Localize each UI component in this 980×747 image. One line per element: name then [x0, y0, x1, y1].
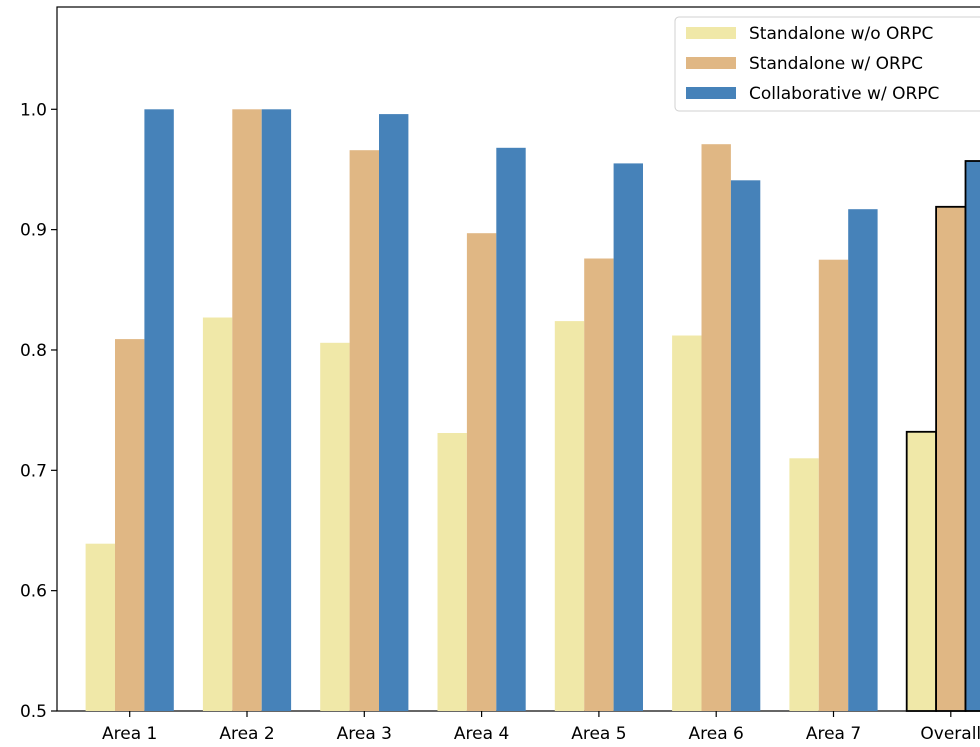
y-tick-label: 0.5	[20, 702, 47, 722]
bar-area-6-series-3	[730, 180, 761, 712]
bar-area-4-series-3	[496, 147, 526, 712]
bar-overall-series-2	[935, 205, 967, 712]
bars-group	[85, 109, 980, 712]
y-axis: 0.5 0.6 0.7 0.8 0.9 1.0	[20, 100, 57, 722]
bar-area-7-series-3	[848, 209, 878, 711]
y-tick-label: 0.6	[20, 582, 47, 602]
bar-area-1-series-2	[115, 339, 145, 711]
bar-area-1-series-3	[144, 109, 174, 712]
bar-area-2-series-2	[232, 109, 262, 712]
bar-area-5-series-1	[554, 321, 585, 711]
bar-area-6-series-1	[672, 335, 702, 711]
legend-swatch-3	[686, 87, 736, 99]
x-tick-label: Area 3	[337, 724, 392, 744]
legend-label-2: Standalone w/ ORPC	[749, 54, 923, 74]
bar-area-6-series-2	[701, 144, 731, 711]
y-tick-label: 1.0	[20, 100, 47, 120]
bar-area-3-series-2	[349, 150, 379, 711]
x-tick-label: Area 1	[102, 724, 157, 744]
bar-area-3-series-3	[379, 114, 409, 712]
bar-area-3-series-1	[320, 342, 350, 711]
bar-area-5-series-3	[613, 163, 643, 711]
bar-area-5-series-2	[584, 258, 614, 711]
bar-area-2-series-3	[261, 109, 292, 712]
y-tick-label: 0.8	[20, 341, 47, 361]
bar-area-4-series-1	[437, 433, 467, 711]
legend-swatch-1	[686, 27, 736, 39]
bar-area-7-series-1	[789, 458, 819, 711]
x-tick-label: Area 5	[571, 724, 626, 744]
x-axis: Area 1 Area 2 Area 3 Area 4 Area 5 Area 6 Area…	[102, 711, 980, 744]
legend-box	[674, 16, 980, 112]
bar-overall-series-1	[905, 430, 938, 712]
legend-label-1: Standalone w/o ORPC	[749, 24, 933, 44]
x-tick-label: Area 2	[219, 724, 274, 744]
plot-frame	[56, 6, 980, 712]
bar-area-4-series-2	[466, 233, 497, 711]
x-tick-label: Area 7	[806, 724, 861, 744]
legend: Standalone w/o ORPC Standalone w/ ORPC Col…	[674, 16, 980, 112]
y-tick-label: 0.9	[20, 221, 47, 241]
legend-label-3: Collaborative w/ ORPC	[749, 84, 939, 104]
bar-area-7-series-2	[818, 259, 849, 711]
x-tick-label: Overall	[920, 724, 980, 744]
x-tick-label: Area 6	[689, 724, 744, 744]
bar-area-1-series-1	[85, 543, 115, 711]
x-tick-label: Area 4	[454, 724, 509, 744]
bar-area-2-series-1	[202, 317, 233, 711]
bar-overall-series-3	[964, 160, 980, 712]
y-tick-label: 0.7	[20, 461, 47, 481]
legend-swatch-2	[686, 57, 736, 69]
